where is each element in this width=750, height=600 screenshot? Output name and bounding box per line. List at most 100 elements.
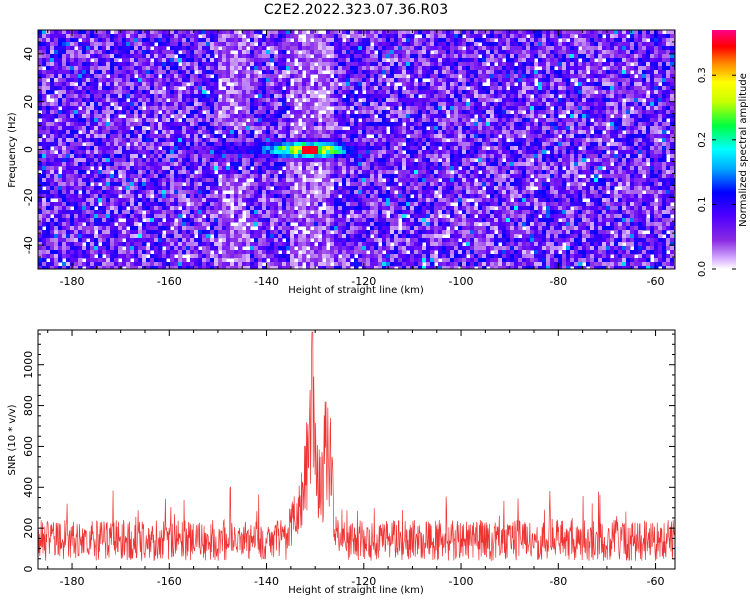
heatmap-cell	[574, 106, 579, 111]
heatmap-cell	[234, 102, 239, 107]
heatmap-cell	[302, 102, 307, 107]
heatmap-cell	[658, 154, 663, 159]
heatmap-cell	[450, 58, 455, 63]
heatmap-cell	[466, 66, 471, 71]
heatmap-cell	[250, 74, 255, 79]
heatmap-cell	[162, 142, 167, 147]
heatmap-cell	[590, 158, 595, 163]
heatmap-cell	[522, 126, 527, 131]
heatmap-cell	[126, 90, 131, 95]
heatmap-cell	[406, 118, 411, 123]
heatmap-cell	[434, 50, 439, 55]
heatmap-cell	[478, 90, 483, 95]
heatmap-cell	[594, 82, 599, 87]
heatmap-cell	[542, 146, 547, 151]
heatmap-cell	[222, 102, 227, 107]
heatmap-cell	[634, 46, 639, 51]
heatmap-cell	[658, 102, 663, 107]
heatmap-cell	[610, 98, 615, 103]
heatmap-cell	[522, 66, 527, 71]
heatmap-cell	[142, 54, 147, 59]
heatmap-cell	[450, 102, 455, 107]
heatmap-cell	[438, 94, 443, 99]
heatmap-cell	[170, 106, 175, 111]
heatmap-cell	[410, 118, 415, 123]
heatmap-cell	[314, 158, 319, 163]
heatmap-cell	[490, 114, 495, 119]
heatmap-cell	[554, 78, 559, 83]
heatmap-cell	[226, 106, 231, 111]
heatmap-cell	[570, 58, 575, 63]
heatmap-cell	[446, 130, 451, 135]
heatmap-cell	[278, 90, 283, 95]
heatmap-cell	[630, 150, 635, 155]
heatmap-cell	[434, 146, 439, 151]
heatmap-cell	[46, 130, 51, 135]
heatmap-cell	[106, 94, 111, 99]
heatmap-cell	[406, 54, 411, 59]
heatmap-cell	[430, 122, 435, 127]
heatmap-cell	[54, 122, 59, 127]
heatmap-cell	[458, 62, 463, 67]
heatmap-cell	[82, 54, 87, 59]
heatmap-cell	[426, 38, 431, 43]
heatmap-cell	[498, 130, 503, 135]
heatmap-cell	[190, 58, 195, 63]
heatmap-cell	[374, 150, 379, 155]
heatmap-cell	[470, 98, 475, 103]
heatmap-cell	[274, 46, 279, 51]
heatmap-cell	[42, 38, 47, 43]
heatmap-cell	[282, 50, 287, 55]
heatmap-cell	[446, 154, 451, 159]
heatmap-cell	[86, 130, 91, 135]
heatmap-cell	[386, 134, 391, 139]
heatmap-cell	[70, 126, 75, 131]
heatmap-cell	[414, 142, 419, 147]
heatmap-cell	[302, 90, 307, 95]
heatmap-cell	[326, 62, 331, 67]
heatmap-cell	[390, 38, 395, 43]
heatmap-cell	[526, 138, 531, 143]
heatmap-cell	[286, 30, 291, 35]
heatmap-cell	[246, 98, 251, 103]
heatmap-cell	[458, 38, 463, 43]
heatmap-cell	[462, 118, 467, 123]
heatmap-cell	[118, 150, 123, 155]
heatmap-cell	[214, 74, 219, 79]
heatmap-cell	[238, 78, 243, 83]
heatmap-cell	[198, 86, 203, 91]
heatmap-cell	[174, 158, 179, 163]
heatmap-cell	[406, 30, 411, 35]
heatmap-cell	[78, 94, 83, 99]
heatmap-cell	[638, 58, 643, 63]
heatmap-cell	[38, 106, 43, 111]
heatmap-cell	[290, 50, 295, 55]
heatmap-cell	[154, 70, 159, 75]
heatmap-cell	[646, 150, 651, 155]
heatmap-cell	[574, 98, 579, 103]
heatmap-cell	[178, 38, 183, 43]
heatmap-cell	[638, 86, 643, 91]
heatmap-cell	[430, 154, 435, 159]
heatmap-cell	[622, 138, 627, 143]
heatmap-cell	[542, 126, 547, 131]
heatmap-cell	[662, 150, 667, 155]
heatmap-cell	[298, 114, 303, 119]
heatmap-cell	[230, 34, 235, 39]
heatmap-cell	[110, 98, 115, 103]
heatmap-cell	[266, 122, 271, 127]
heatmap-cell	[438, 66, 443, 71]
heatmap-cell	[294, 146, 299, 151]
heatmap-cell	[626, 50, 631, 55]
heatmap-cell	[554, 82, 559, 87]
heatmap-cell	[218, 42, 223, 47]
heatmap-cell	[598, 66, 603, 71]
heatmap-cell	[590, 150, 595, 155]
heatmap-cell	[350, 34, 355, 39]
heatmap-cell	[330, 42, 335, 47]
heatmap-cell	[166, 38, 171, 43]
heatmap-cell	[586, 42, 591, 47]
heatmap-cell	[58, 42, 63, 47]
heatmap-cell	[458, 118, 463, 123]
heatmap-cell	[418, 154, 423, 159]
